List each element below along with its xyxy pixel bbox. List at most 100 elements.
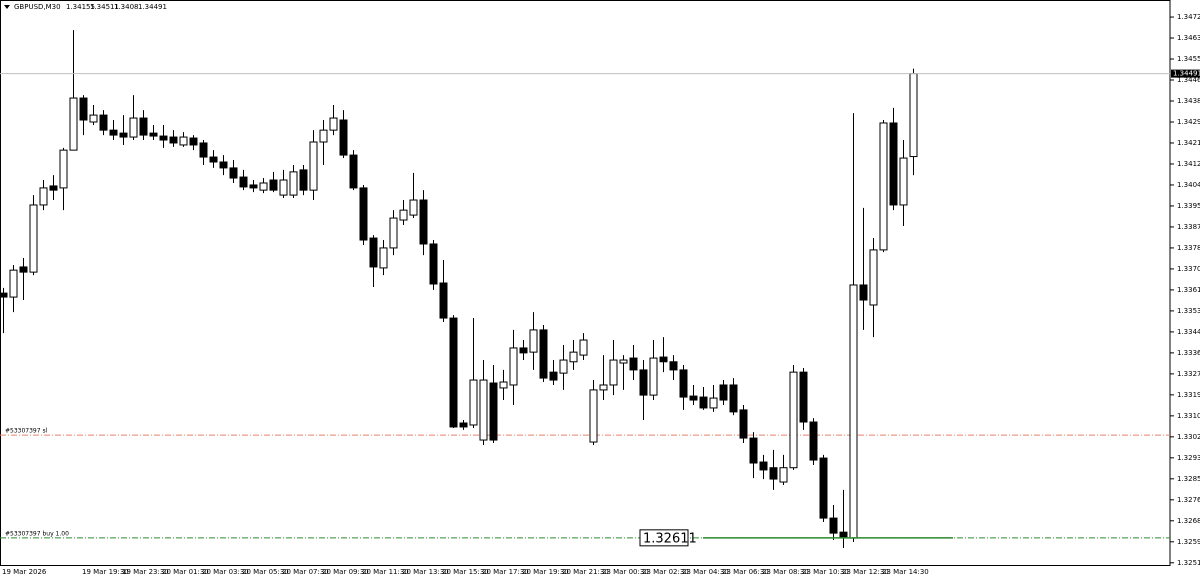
candle-body <box>869 249 878 306</box>
y-tick-label: 1.33360 <box>1177 349 1200 357</box>
candle-body <box>719 384 728 401</box>
x-tick-label: 23 Mar 06:30 <box>722 568 769 576</box>
x-tick-label: 23 Mar 14:30 <box>882 568 929 576</box>
candle-body <box>879 122 888 251</box>
header-close: 1.34491 <box>138 3 167 11</box>
candle-body <box>139 117 148 136</box>
header-open: 1.34155 <box>66 3 95 11</box>
candle-body <box>799 371 808 423</box>
candle-body <box>839 531 848 538</box>
candle-body <box>429 243 438 285</box>
y-tick-label: 1.34550 <box>1177 55 1200 63</box>
candle-body <box>129 117 138 138</box>
candle-body <box>449 317 458 428</box>
x-tick-label: 23 Mar 08:30 <box>762 568 809 576</box>
candle-body <box>149 132 158 137</box>
y-tick-label: 1.33955 <box>1177 202 1200 210</box>
y-tick-label: 1.34465 <box>1177 76 1200 84</box>
candle-body <box>89 114 98 123</box>
buy-price-box <box>639 529 689 547</box>
x-tick-label: 23 Mar 02:30 <box>642 568 689 576</box>
candle-body <box>219 161 228 169</box>
candle-body <box>519 347 528 354</box>
current-price-label: 1.34491 <box>1173 70 1200 78</box>
x-tick-label: 23 Mar 10:30 <box>802 568 849 576</box>
y-tick-label: 1.33105 <box>1177 412 1200 420</box>
candle-body <box>379 247 388 269</box>
candle-body <box>239 176 248 188</box>
candle-body <box>19 266 28 273</box>
order-label: #53307397 buy 1.00 <box>5 530 69 537</box>
candle-body <box>389 217 398 249</box>
candle-body <box>199 142 208 158</box>
candle-body <box>29 204 38 273</box>
candle-body <box>539 329 548 379</box>
header-arrow[interactable] <box>4 5 10 9</box>
y-tick-label: 1.32680 <box>1177 517 1200 525</box>
candle-body <box>119 132 128 138</box>
candle-body <box>809 421 818 461</box>
y-tick-label: 1.34040 <box>1177 181 1200 189</box>
candle-body <box>39 187 48 206</box>
candle-body <box>69 97 78 151</box>
y-tick-label: 1.33020 <box>1177 433 1200 441</box>
candle-body <box>859 284 868 301</box>
y-tick-label: 1.34210 <box>1177 139 1200 147</box>
x-tick-label: 23 Mar 12:30 <box>842 568 889 576</box>
candle-body <box>609 359 618 386</box>
x-tick-label: 20 Mar 09:30 <box>322 568 369 576</box>
candle-body <box>489 382 498 441</box>
y-tick-label: 1.32510 <box>1177 559 1200 567</box>
candle-body <box>499 381 508 389</box>
candle-body <box>359 187 368 241</box>
candle-body <box>399 209 408 221</box>
y-tick-label: 1.34380 <box>1177 97 1200 105</box>
y-tick-label: 1.33530 <box>1177 307 1200 315</box>
candle-body <box>309 141 318 191</box>
x-tick-label: 19 Mar 23:30 <box>122 568 169 576</box>
y-tick-label: 1.32935 <box>1177 454 1200 462</box>
y-tick-label: 1.33785 <box>1177 244 1200 252</box>
y-tick-label: 1.34720 <box>1177 13 1200 21</box>
candle-body <box>849 284 858 539</box>
x-tick-label: 20 Mar 01:30 <box>162 568 209 576</box>
x-tick-label: 20 Mar 05:30 <box>242 568 289 576</box>
candle-body <box>9 269 18 298</box>
candle-body <box>299 169 308 191</box>
candle-body <box>319 129 328 143</box>
header-high: 1.34511 <box>90 3 119 11</box>
y-tick-label: 1.34295 <box>1177 118 1200 126</box>
candle-body <box>279 179 288 196</box>
y-tick-label: 1.33275 <box>1177 370 1200 378</box>
y-tick-label: 1.32595 <box>1177 538 1200 546</box>
candle-body <box>629 357 638 371</box>
candle-body <box>619 359 628 364</box>
x-tick-label: 19 Mar 2026 <box>2 568 47 576</box>
candle-body <box>909 73 918 158</box>
candle-body <box>339 119 348 156</box>
order-label: #53307397 sl <box>5 428 48 435</box>
candle-body <box>189 137 198 146</box>
current-price-box <box>1171 69 1200 78</box>
candle-body <box>49 185 58 191</box>
x-tick-label: 23 Mar 04:30 <box>682 568 729 576</box>
y-tick-label: 1.33700 <box>1177 265 1200 273</box>
y-tick-label: 1.32850 <box>1177 475 1200 483</box>
candle-body <box>569 351 578 363</box>
buy-price-label: 1.32611 <box>643 531 697 546</box>
candle-body <box>479 379 488 441</box>
header-low: 1.3408 <box>114 3 139 11</box>
candle-body <box>419 199 428 245</box>
x-tick-label: 20 Mar 11:30 <box>362 568 409 576</box>
candle-body <box>549 371 558 381</box>
candle-body <box>229 167 238 179</box>
x-tick-label: 20 Mar 17:30 <box>482 568 529 576</box>
candle-body <box>249 184 258 189</box>
candle-body <box>0 292 8 298</box>
x-tick-label: 20 Mar 03:30 <box>202 568 249 576</box>
candle-body <box>709 397 718 409</box>
candle-body <box>589 389 598 443</box>
candle-body <box>639 369 648 396</box>
x-tick-label: 19 Mar 19:30 <box>82 568 129 576</box>
